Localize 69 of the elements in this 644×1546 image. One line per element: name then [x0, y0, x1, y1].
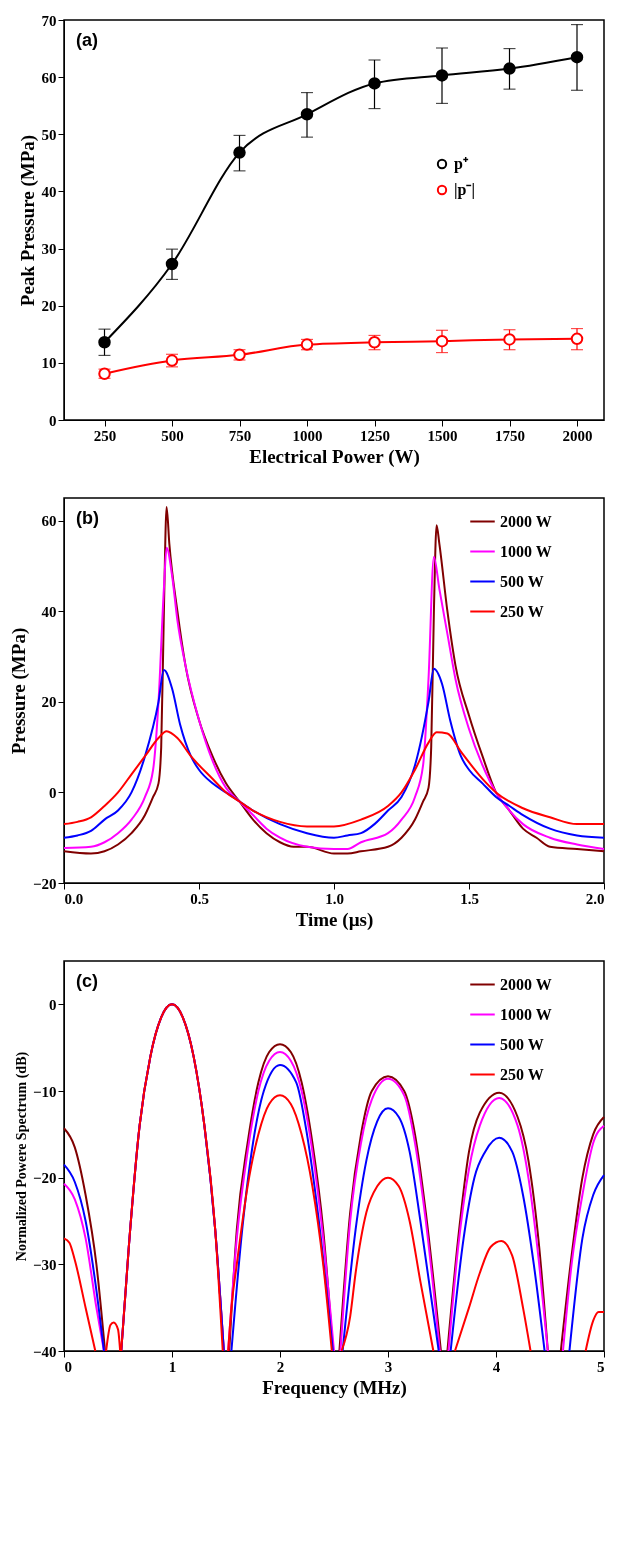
point: [435, 69, 449, 82]
x-tick-label: 4: [492, 1358, 501, 1375]
y-tick-label: 10: [41, 355, 57, 372]
legend-label: 1000 W: [500, 1005, 552, 1023]
y-tick-label: 50: [41, 126, 57, 143]
point: [98, 336, 111, 349]
legend-label: 2000 W: [500, 512, 552, 530]
y-tick-label: 60: [41, 513, 57, 530]
point: [300, 108, 314, 121]
point: [570, 332, 584, 346]
point: [503, 333, 516, 346]
legend-label: 1000 W: [500, 542, 552, 560]
point: [233, 146, 246, 159]
x-tick-label: 2: [276, 1358, 285, 1375]
point: [570, 50, 584, 64]
x-tick-label: 500: [161, 427, 184, 444]
line-series: [63, 730, 605, 828]
point: [165, 257, 179, 271]
y-tick-label: 60: [41, 69, 57, 86]
legend-label: 250 W: [500, 602, 544, 620]
x-axis-title: Frequency (MHz): [262, 1376, 407, 1399]
x-tick-label: 3: [384, 1358, 393, 1375]
line-series: [63, 667, 605, 839]
y-tick-label: 70: [41, 12, 57, 29]
legend-label: p⁺: [454, 155, 469, 173]
y-axis-title: Peak Pressure (MPa): [16, 134, 39, 307]
y-axis-title: Pressure (MPa): [7, 627, 30, 755]
y-axis-title: Normalized Powere Spectrum (dB): [13, 1051, 30, 1262]
x-tick-label: 1750: [495, 427, 525, 444]
legend-label: |p⁻|: [454, 181, 475, 199]
x-tick-label: 0.5: [190, 890, 209, 907]
x-tick-label: 1500: [427, 427, 458, 444]
x-tick-label: 750: [228, 427, 252, 444]
y-tick-label: −40: [32, 1343, 57, 1360]
y-tick-label: 0: [49, 784, 57, 801]
annotation: (a): [76, 30, 98, 50]
x-tick-label: 1.0: [325, 890, 344, 907]
x-tick-label: 0: [64, 1358, 72, 1375]
y-tick-label: −30: [32, 1256, 57, 1273]
point: [368, 77, 381, 90]
y-tick-label: 20: [41, 694, 57, 711]
y-tick-label: −20: [32, 1170, 57, 1187]
annotation: (c): [76, 971, 98, 991]
x-axis-title: Electrical Power (W): [249, 445, 420, 468]
x-tick-label: 250: [93, 427, 117, 444]
x-tick-label: 1: [168, 1358, 177, 1375]
legend-label: 2000 W: [500, 975, 552, 993]
x-tick-label: 0.0: [64, 890, 84, 907]
y-tick-label: 0: [49, 412, 57, 429]
x-tick-label: 5: [597, 1358, 605, 1375]
y-tick-label: 40: [41, 603, 57, 620]
annotation: (b): [76, 508, 99, 528]
x-tick-label: 1250: [360, 427, 390, 444]
y-tick-label: 40: [41, 183, 57, 200]
x-tick-label: 2000: [562, 427, 593, 444]
y-tick-label: 20: [41, 298, 57, 315]
y-tick-label: −10: [32, 1083, 57, 1100]
x-tick-label: 1.5: [460, 890, 479, 907]
y-tick-label: 30: [41, 241, 57, 258]
legend-label: 500 W: [500, 1035, 544, 1053]
legend-label: 500 W: [500, 572, 544, 590]
x-axis-title: Time (µs): [295, 908, 374, 931]
x-tick-label: 2.0: [585, 890, 605, 907]
y-tick-label: −20: [32, 875, 57, 892]
x-tick-label: 1000: [292, 427, 323, 444]
legend-label: 250 W: [500, 1065, 544, 1083]
y-tick-label: 0: [49, 996, 57, 1013]
point: [503, 62, 516, 75]
point: [435, 334, 449, 348]
